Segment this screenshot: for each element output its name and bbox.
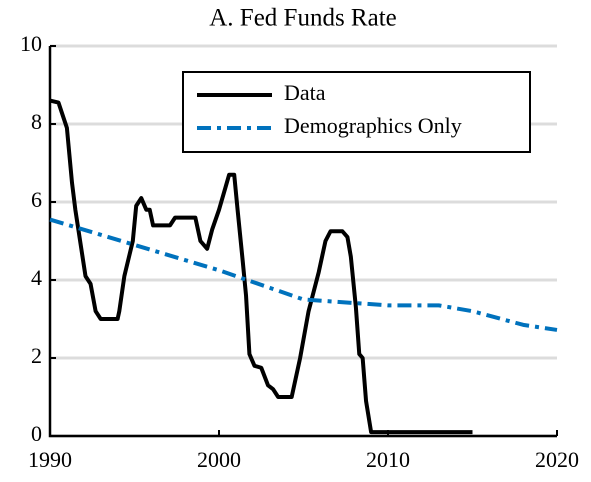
y-tick-label: 10 bbox=[20, 31, 42, 56]
y-tick-label: 8 bbox=[31, 109, 42, 134]
legend-label: Data bbox=[284, 80, 326, 105]
x-tick-label: 2010 bbox=[366, 447, 410, 472]
legend-label: Demographics Only bbox=[284, 113, 462, 138]
legend-box bbox=[182, 71, 531, 153]
axes bbox=[48, 46, 557, 438]
y-tick-label: 2 bbox=[31, 343, 42, 368]
data-line bbox=[49, 98, 473, 435]
data-line bbox=[49, 217, 558, 332]
legend: Data Demographics Only bbox=[182, 71, 531, 153]
y-tick-label: 6 bbox=[31, 187, 42, 212]
x-tick-label: 1990 bbox=[28, 447, 72, 472]
x-tick-label: 2000 bbox=[197, 447, 241, 472]
y-tick-label: 0 bbox=[31, 421, 42, 446]
x-tick-label: 2020 bbox=[535, 447, 579, 472]
y-tick-label: 4 bbox=[31, 265, 42, 290]
chart-title: A. Fed Funds Rate bbox=[209, 5, 397, 32]
